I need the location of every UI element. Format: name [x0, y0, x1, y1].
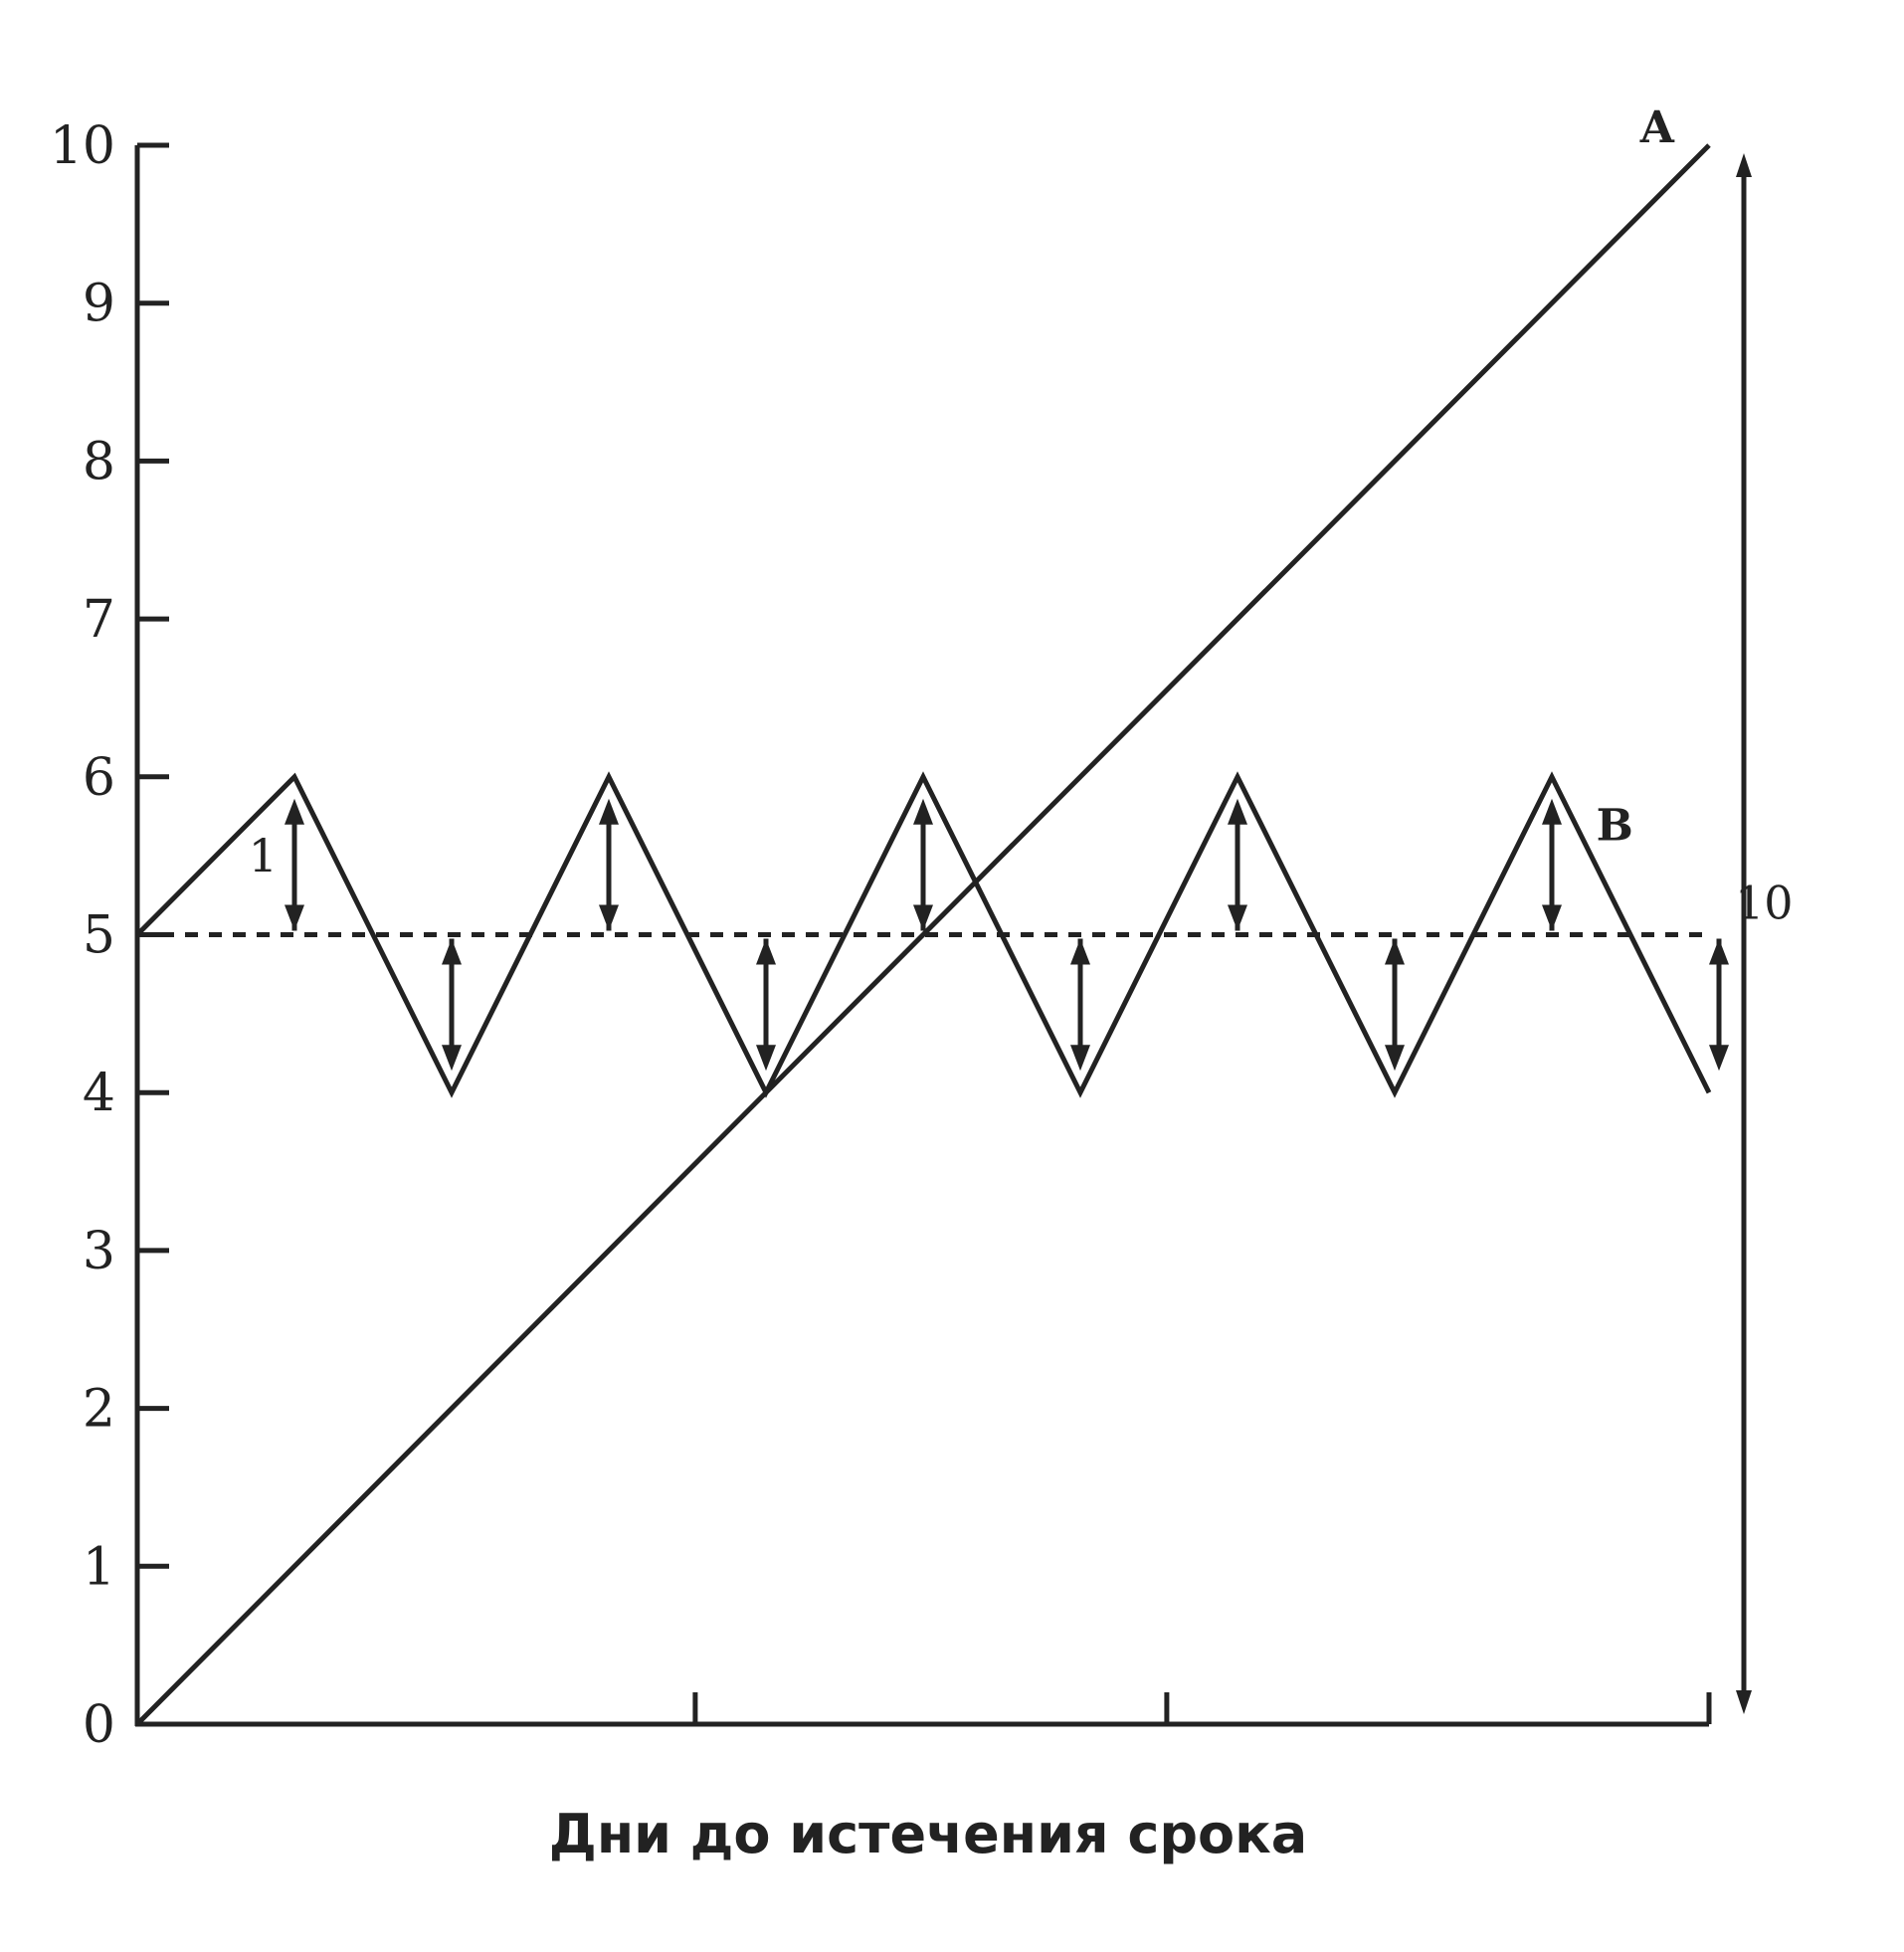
y-tick-label: 9: [83, 275, 115, 334]
series-line-a: [135, 143, 1711, 1726]
arrowhead: [285, 904, 304, 931]
series-label-b: B: [1597, 800, 1633, 851]
arrowhead: [1709, 938, 1729, 965]
deviation-arrow: [1070, 938, 1090, 1072]
deviation-arrow: [1385, 938, 1405, 1072]
arrowhead: [1542, 798, 1562, 825]
arrowhead: [913, 798, 933, 825]
arrowhead: [442, 938, 462, 965]
series-label-a: A: [1639, 102, 1675, 153]
arrowhead: [1385, 938, 1405, 965]
arrowhead: [756, 938, 776, 965]
arrowhead: [599, 798, 619, 825]
deviation-arrow: [1228, 798, 1247, 931]
deviation-arrow: [1542, 798, 1562, 931]
y-tick-label: 7: [83, 590, 115, 650]
arrowhead: [1228, 798, 1247, 825]
y-tick-label: 4: [83, 1064, 115, 1123]
x-axis-title: Дни до истечения срока: [549, 1803, 1308, 1865]
arrowhead: [1542, 904, 1562, 931]
y-tick-label: 5: [83, 906, 115, 966]
arrowhead: [1228, 904, 1247, 931]
x-ticks: [692, 1692, 1712, 1724]
arrowhead: [756, 1045, 776, 1072]
arrowhead: [913, 904, 933, 931]
labels-layer: A B 1 10: [249, 102, 1794, 930]
arrowhead: [1709, 1045, 1729, 1072]
series-layer: [135, 143, 1712, 1726]
arrowhead: [1385, 1045, 1405, 1072]
arrowhead: [285, 798, 304, 825]
arrowhead: [442, 1045, 462, 1072]
annotation-label: 1: [249, 829, 278, 882]
deviation-arrow: [1709, 938, 1729, 1072]
annotation-label: 10: [1735, 877, 1794, 930]
y-ticks: 0 1 2 3 4 5 6 7 8 9 10: [50, 116, 169, 1755]
series-line-b: [135, 771, 1712, 1098]
y-tick-label: 6: [83, 748, 115, 808]
arrowhead: [1070, 1045, 1090, 1072]
arrowhead: [1070, 938, 1090, 965]
range-arrow: [1736, 153, 1752, 1714]
y-tick-label: 2: [83, 1380, 115, 1440]
deviation-arrow: [285, 798, 304, 931]
y-tick-label: 1: [83, 1537, 115, 1597]
deviation-arrow: [599, 798, 619, 931]
deviation-arrow: [913, 798, 933, 931]
deviation-arrow: [442, 938, 462, 1072]
deviation-arrow: [756, 938, 776, 1072]
deviation-arrows: [285, 153, 1752, 1714]
y-tick-label: 8: [83, 432, 115, 491]
y-tick-label: 3: [83, 1222, 115, 1281]
y-tick-label: 0: [83, 1695, 115, 1755]
arrowhead: [599, 904, 619, 931]
y-tick-label: 10: [50, 116, 115, 176]
